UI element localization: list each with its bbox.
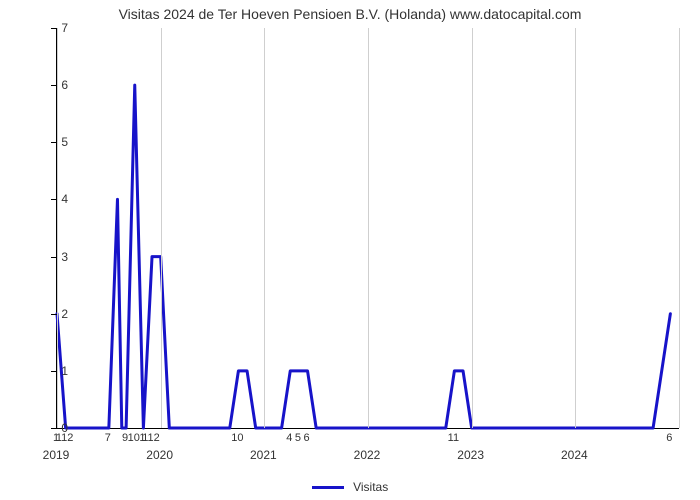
grid-line [575, 28, 576, 428]
x-year-label: 2019 [43, 448, 70, 462]
x-month-label: 10 [231, 432, 243, 444]
x-month-label: 7 [105, 432, 111, 444]
plot-area [56, 28, 679, 429]
grid-line [264, 28, 265, 428]
y-tick-label: 4 [48, 192, 68, 206]
chart-title: Visitas 2024 de Ter Hoeven Pensioen B.V.… [0, 6, 700, 22]
x-month-label: 112 [142, 432, 160, 444]
x-month-label: 6 [303, 432, 309, 444]
x-month-label: 6 [666, 432, 672, 444]
legend-swatch [312, 486, 344, 489]
legend: Visitas [0, 480, 700, 494]
grid-line [472, 28, 473, 428]
y-tick-label: 7 [48, 21, 68, 35]
grid-line [161, 28, 162, 428]
y-tick-label: 3 [48, 250, 68, 264]
x-month-label: 112 [56, 432, 74, 444]
x-month-label: 11 [448, 432, 459, 444]
x-year-label: 2022 [354, 448, 381, 462]
x-year-label: 2024 [561, 448, 588, 462]
x-month-label: 4 [286, 432, 292, 444]
grid-line [368, 28, 369, 428]
y-tick-label: 1 [48, 364, 68, 378]
grid-line [679, 28, 680, 428]
y-tick-label: 5 [48, 135, 68, 149]
x-month-label: 10 [128, 432, 140, 444]
x-year-label: 2021 [250, 448, 277, 462]
legend-label: Visitas [353, 480, 388, 494]
y-tick-label: 6 [48, 78, 68, 92]
y-tick-label: 2 [48, 307, 68, 321]
x-year-label: 2023 [457, 448, 484, 462]
x-year-label: 2020 [146, 448, 173, 462]
chart-container: { "chart": { "type": "line", "title": "V… [0, 0, 700, 500]
x-month-label: 5 [295, 432, 301, 444]
